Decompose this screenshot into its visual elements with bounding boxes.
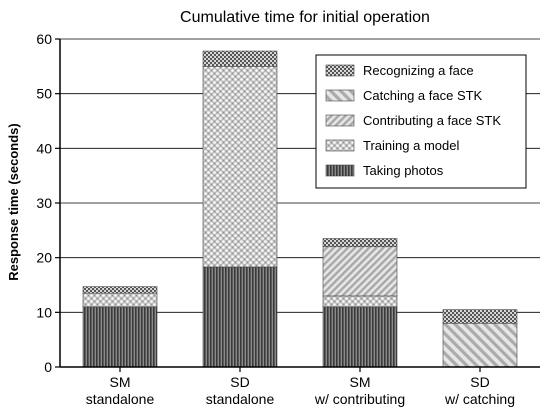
x-tick-label-0: SM standalone <box>86 374 155 407</box>
x-tick-label-1: SD standalone <box>206 374 275 407</box>
bar-sd-standalone-training-a-model <box>202 66 278 268</box>
y-tick-label-60: 60 <box>36 31 52 47</box>
legend-swatch-catching-a-face-stk <box>325 89 355 102</box>
legend-swatch-contributing-a-face-stk <box>325 114 355 127</box>
bars <box>82 50 518 368</box>
bar-sm-standalone-recognizing-a-face <box>82 286 158 294</box>
y-tick-labels: 0 10 20 30 40 50 60 <box>36 31 60 375</box>
bar-sd-w-catching-recognizing-a-face <box>442 309 518 324</box>
chart-title: Cumulative time for initial operation <box>180 9 430 26</box>
legend-label-training-a-model: Training a model <box>363 138 459 153</box>
legend-swatch-training-a-model <box>325 139 355 152</box>
bar-sm-w-contributing-recognizing-a-face <box>322 238 398 248</box>
legend-swatch-recognizing-a-face <box>325 64 355 77</box>
legend-label-recognizing-a-face: Recognizing a face <box>363 63 474 78</box>
bar-sm-w-contributing-contributing-a-face-stk <box>322 246 398 297</box>
bar-sd-standalone-recognizing-a-face <box>202 50 278 67</box>
y-tick-label-10: 10 <box>36 304 52 320</box>
legend-label-catching-a-face-stk: Catching a face STK <box>363 88 483 103</box>
legend: Recognizing a face Catching a face STK Con… <box>315 54 527 189</box>
x-tick-label-3: SD w/ catching <box>444 374 515 407</box>
bar-sm-standalone-training-a-model <box>82 292 158 308</box>
y-tick-label-40: 40 <box>36 140 52 156</box>
bar-sd-w-catching-catching-a-face-stk <box>442 322 518 368</box>
y-axis-label: Response time (seconds) <box>6 123 21 281</box>
legend-label-taking-photos: Taking photos <box>363 163 444 178</box>
y-tick-label-50: 50 <box>36 86 52 102</box>
bar-sm-standalone-taking-photos <box>82 306 158 368</box>
bar-sm-w-contributing-taking-photos <box>322 306 398 368</box>
bar-sd-standalone-taking-photos <box>202 266 278 368</box>
y-tick-label-20: 20 <box>36 250 52 266</box>
legend-label-contributing-a-face-stk: Contributing a face STK <box>363 113 501 128</box>
x-tick-labels: SM standalone SD standalone SM w/ contributin… <box>86 367 515 407</box>
y-tick-label-30: 30 <box>36 195 52 211</box>
x-tick-label-2: SM w/ contributing <box>314 374 405 407</box>
bar-sm-w-contributing-training-a-model <box>322 295 398 308</box>
legend-swatch-taking-photos <box>325 164 355 177</box>
y-tick-label-0: 0 <box>44 359 52 375</box>
